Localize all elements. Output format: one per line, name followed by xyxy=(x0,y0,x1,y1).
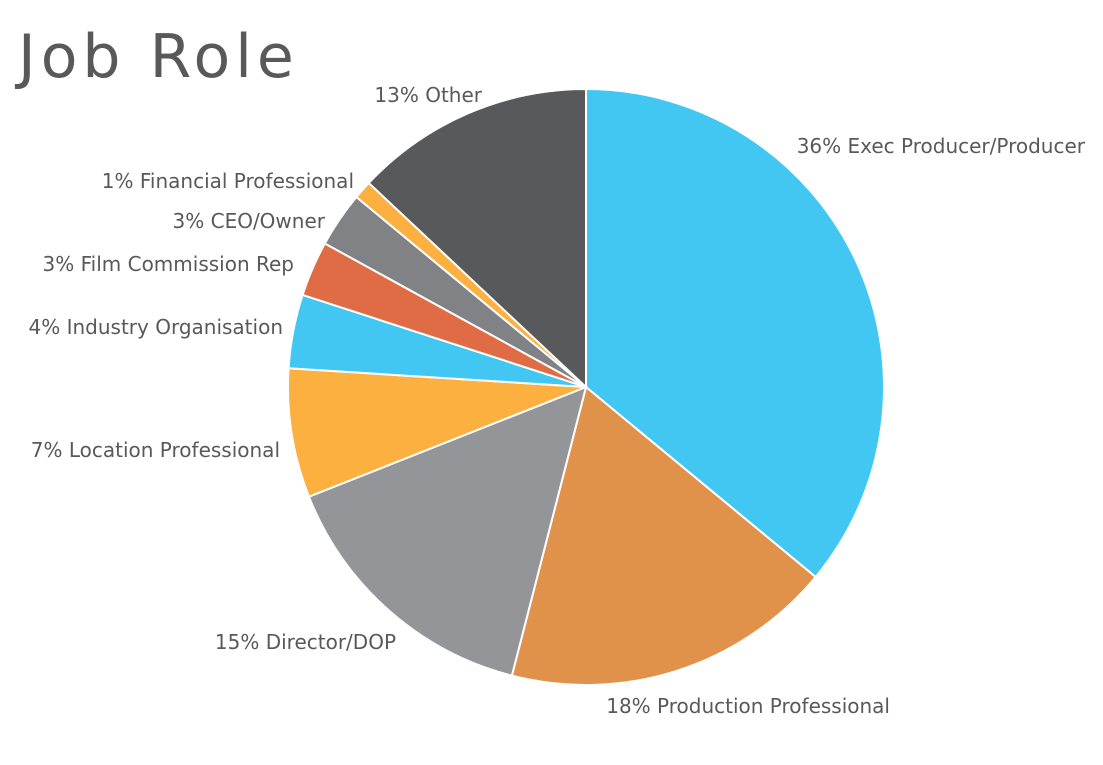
slice-label: 13% Other xyxy=(374,83,482,107)
slice-label: 18% Production Professional xyxy=(606,694,890,718)
slice-label: 36% Exec Producer/Producer xyxy=(797,134,1086,158)
pie-slice xyxy=(510,385,818,686)
slice-label: 3% CEO/Owner xyxy=(173,209,326,233)
slice-label: 4% Industry Organisation xyxy=(29,315,284,339)
pie-labels: 36% Exec Producer/Producer 18% Production… xyxy=(29,83,1086,718)
pie-slice xyxy=(367,87,587,390)
pie-slice xyxy=(287,367,587,498)
pie-slice xyxy=(585,87,885,579)
slice-label: 1% Financial Professional xyxy=(102,169,354,193)
slice-label: 3% Film Commission Rep xyxy=(43,252,294,276)
pie-slice xyxy=(307,385,588,677)
slice-label: 7% Location Professional xyxy=(31,438,280,462)
chart-title: Job Role xyxy=(18,22,299,92)
pie-slices xyxy=(287,87,885,686)
slice-label: 15% Director/DOP xyxy=(215,630,396,654)
